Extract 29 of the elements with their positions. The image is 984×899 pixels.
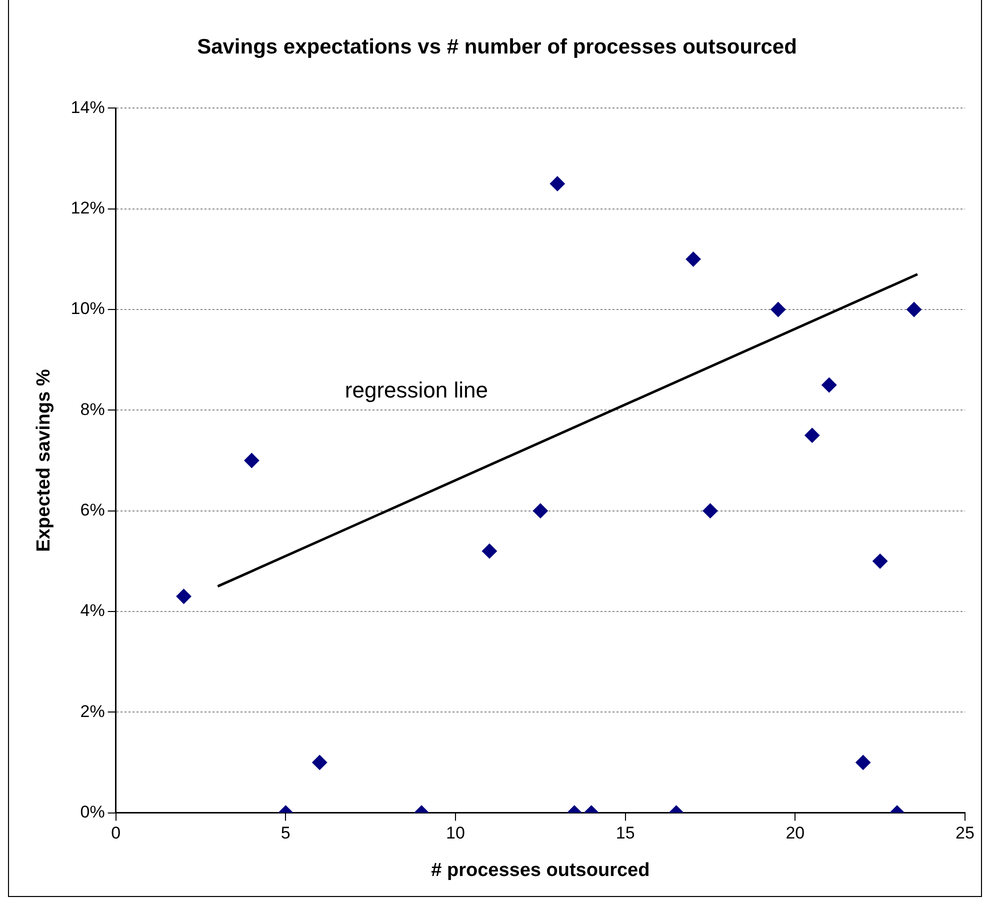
point <box>176 588 192 604</box>
point <box>872 554 888 569</box>
y-tick-label: 12% <box>70 198 105 218</box>
chart-title: Savings expectations vs # number of processes outsourced <box>197 35 797 58</box>
point <box>770 302 786 318</box>
y-tick-label: 8% <box>80 400 105 419</box>
x-tick-label: 0 <box>111 824 121 843</box>
x-tick-label: 25 <box>956 824 974 843</box>
y-tick-label: 10% <box>70 299 105 318</box>
point <box>244 453 260 468</box>
point <box>822 378 837 393</box>
y-tick-label: 4% <box>80 601 105 620</box>
y-tick-label: 2% <box>80 702 105 721</box>
point <box>804 428 820 443</box>
y-tick-label: 14% <box>70 98 105 117</box>
annotation: regression line <box>344 378 488 403</box>
point <box>482 544 497 559</box>
y-axis-title: Expected savings % <box>34 369 55 552</box>
y-tick-label: 6% <box>80 500 105 520</box>
x-tick-label: 20 <box>786 824 805 843</box>
y-tick-label: 0% <box>80 802 105 822</box>
x-tick-label: 15 <box>616 824 635 843</box>
point <box>702 503 718 518</box>
x-tick-label: 10 <box>446 824 465 843</box>
point <box>686 252 701 267</box>
x-tick-label: 5 <box>280 824 290 843</box>
point <box>906 302 922 318</box>
x-axis-title: # processes outsourced <box>431 860 650 881</box>
point <box>532 503 548 518</box>
